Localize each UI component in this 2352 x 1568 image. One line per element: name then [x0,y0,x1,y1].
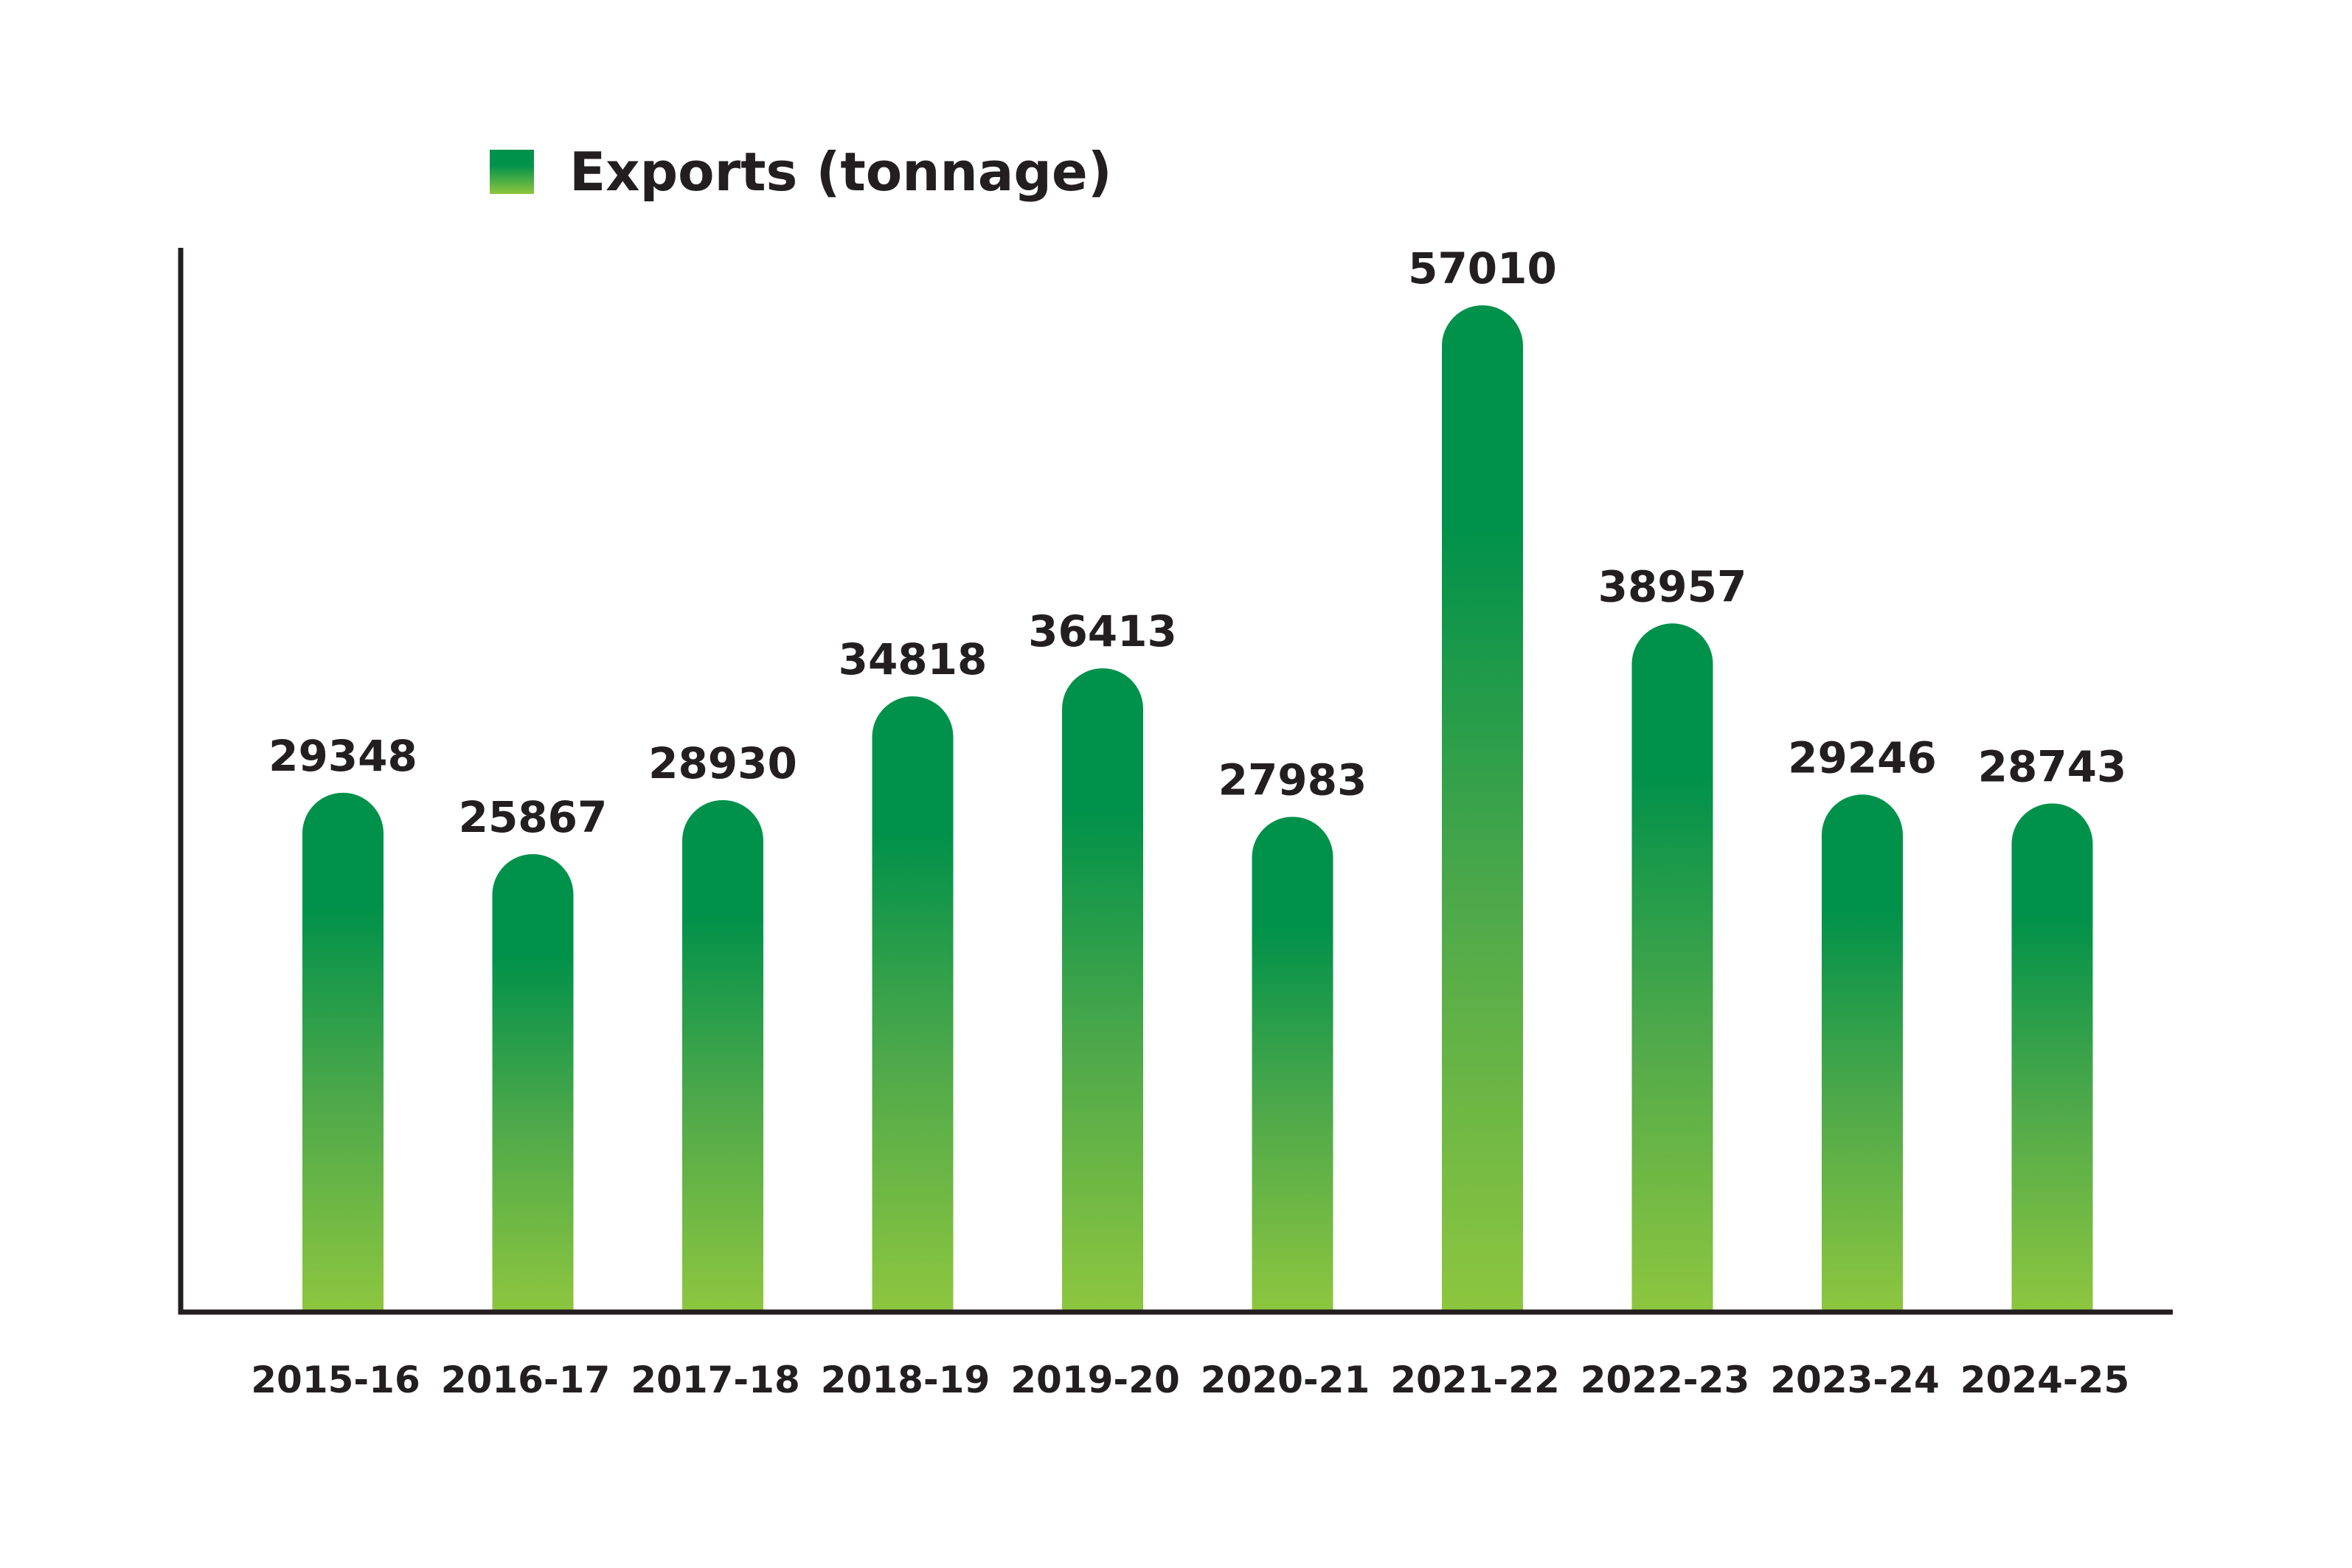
bar-2015-16 [302,792,384,1310]
data-label-2015-16: 29348 [268,731,417,781]
data-label-2020-21: 27983 [1218,754,1367,805]
x-tick-label-2020-21: 2020-21 [1201,1359,1370,1401]
bar-2024-25 [2011,803,2093,1310]
bar-2017-18 [682,799,763,1310]
x-tick-label-2023-24: 2023-24 [1770,1359,1940,1401]
data-label-2017-18: 28930 [648,738,797,788]
data-label-2018-19: 34818 [839,634,988,684]
data-label-2021-22: 57010 [1408,243,1557,294]
bar-2016-17 [492,854,574,1310]
bar-2020-21 [1252,816,1333,1310]
x-tick-label-2015-16: 2015-16 [251,1359,420,1401]
legend-swatch [490,150,534,194]
data-label-2023-24: 29246 [1788,732,1937,783]
bars-layer [302,305,2093,1310]
x-tick-label-2016-17: 2016-17 [441,1359,611,1401]
data-label-2024-25: 28743 [1978,741,2127,791]
data-label-2016-17: 25867 [459,792,608,842]
x-tick-label-2017-18: 2017-18 [631,1359,800,1401]
bar-2018-19 [872,696,954,1310]
x-tick-label-2022-23: 2022-23 [1581,1359,1750,1401]
legend-label: Exports (tonnage) [569,141,1112,203]
bar-2023-24 [1822,794,1903,1310]
bar-2022-23 [1631,623,1713,1310]
x-tick-label-2024-25: 2024-25 [1960,1359,2130,1401]
x-tick-label-2021-22: 2021-22 [1390,1359,1560,1401]
bar-2021-22 [1442,305,1523,1310]
x-tick-label-2018-19: 2018-19 [821,1359,991,1401]
data-label-2019-20: 36413 [1028,606,1177,656]
data-labels-layer: 29348 25867 28930 34818 36413 27983 57010 38957… [268,243,2126,842]
bar-2019-20 [1062,668,1143,1310]
x-tick-label-2019-20: 2019-20 [1010,1359,1180,1401]
x-tick-labels-layer: 2015-16 2016-17 2017-18 2018-19 2019-20 2020-… [251,1359,2129,1401]
legend: Exports (tonnage) [490,131,1112,212]
data-label-2022-23: 38957 [1598,561,1747,611]
